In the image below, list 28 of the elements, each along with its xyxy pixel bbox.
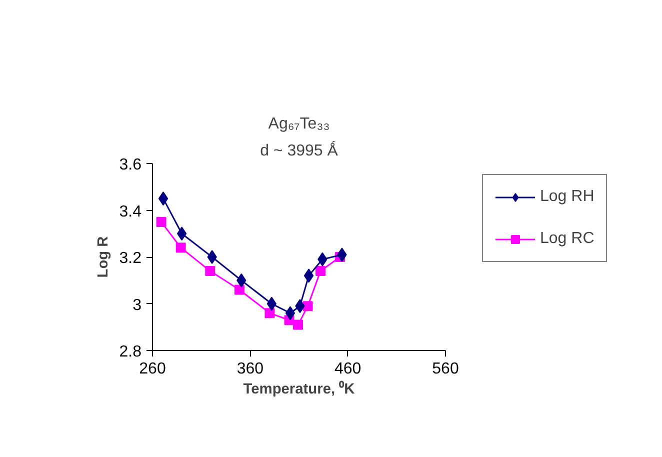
y-axis-title: Log R: [95, 236, 112, 278]
x-tick-label: 360: [236, 360, 264, 378]
y-tick-label: 3.2: [119, 250, 142, 267]
point: [234, 284, 244, 295]
point: [304, 268, 314, 283]
point: [302, 301, 313, 312]
x-tick-label: 460: [334, 360, 362, 378]
y-tick-label: 3.6: [119, 156, 142, 174]
point: [293, 320, 304, 330]
point: [156, 216, 166, 227]
x-tick-label: 260: [139, 360, 166, 378]
point: [207, 250, 217, 264]
y-tick-label: 3: [132, 296, 142, 314]
y-tick-label: 2.8: [119, 344, 142, 360]
chart-subtitle: d ~ 3995 Ǻ: [260, 140, 338, 160]
point: [176, 226, 187, 241]
point: [285, 306, 296, 320]
point: [158, 192, 168, 206]
x-tick-label: 560: [432, 360, 459, 378]
legend-label: Log RC: [540, 230, 594, 248]
point: [205, 266, 216, 276]
point: [176, 242, 186, 253]
legend-label: Log RH: [540, 188, 594, 206]
x-axis-title: Temperature, ⁰K: [243, 380, 356, 398]
y-tick-label: 3.4: [119, 203, 142, 220]
chart-title: Ag₆₇Te₃₃: [268, 116, 330, 132]
point: [315, 266, 326, 276]
point: [264, 308, 275, 318]
